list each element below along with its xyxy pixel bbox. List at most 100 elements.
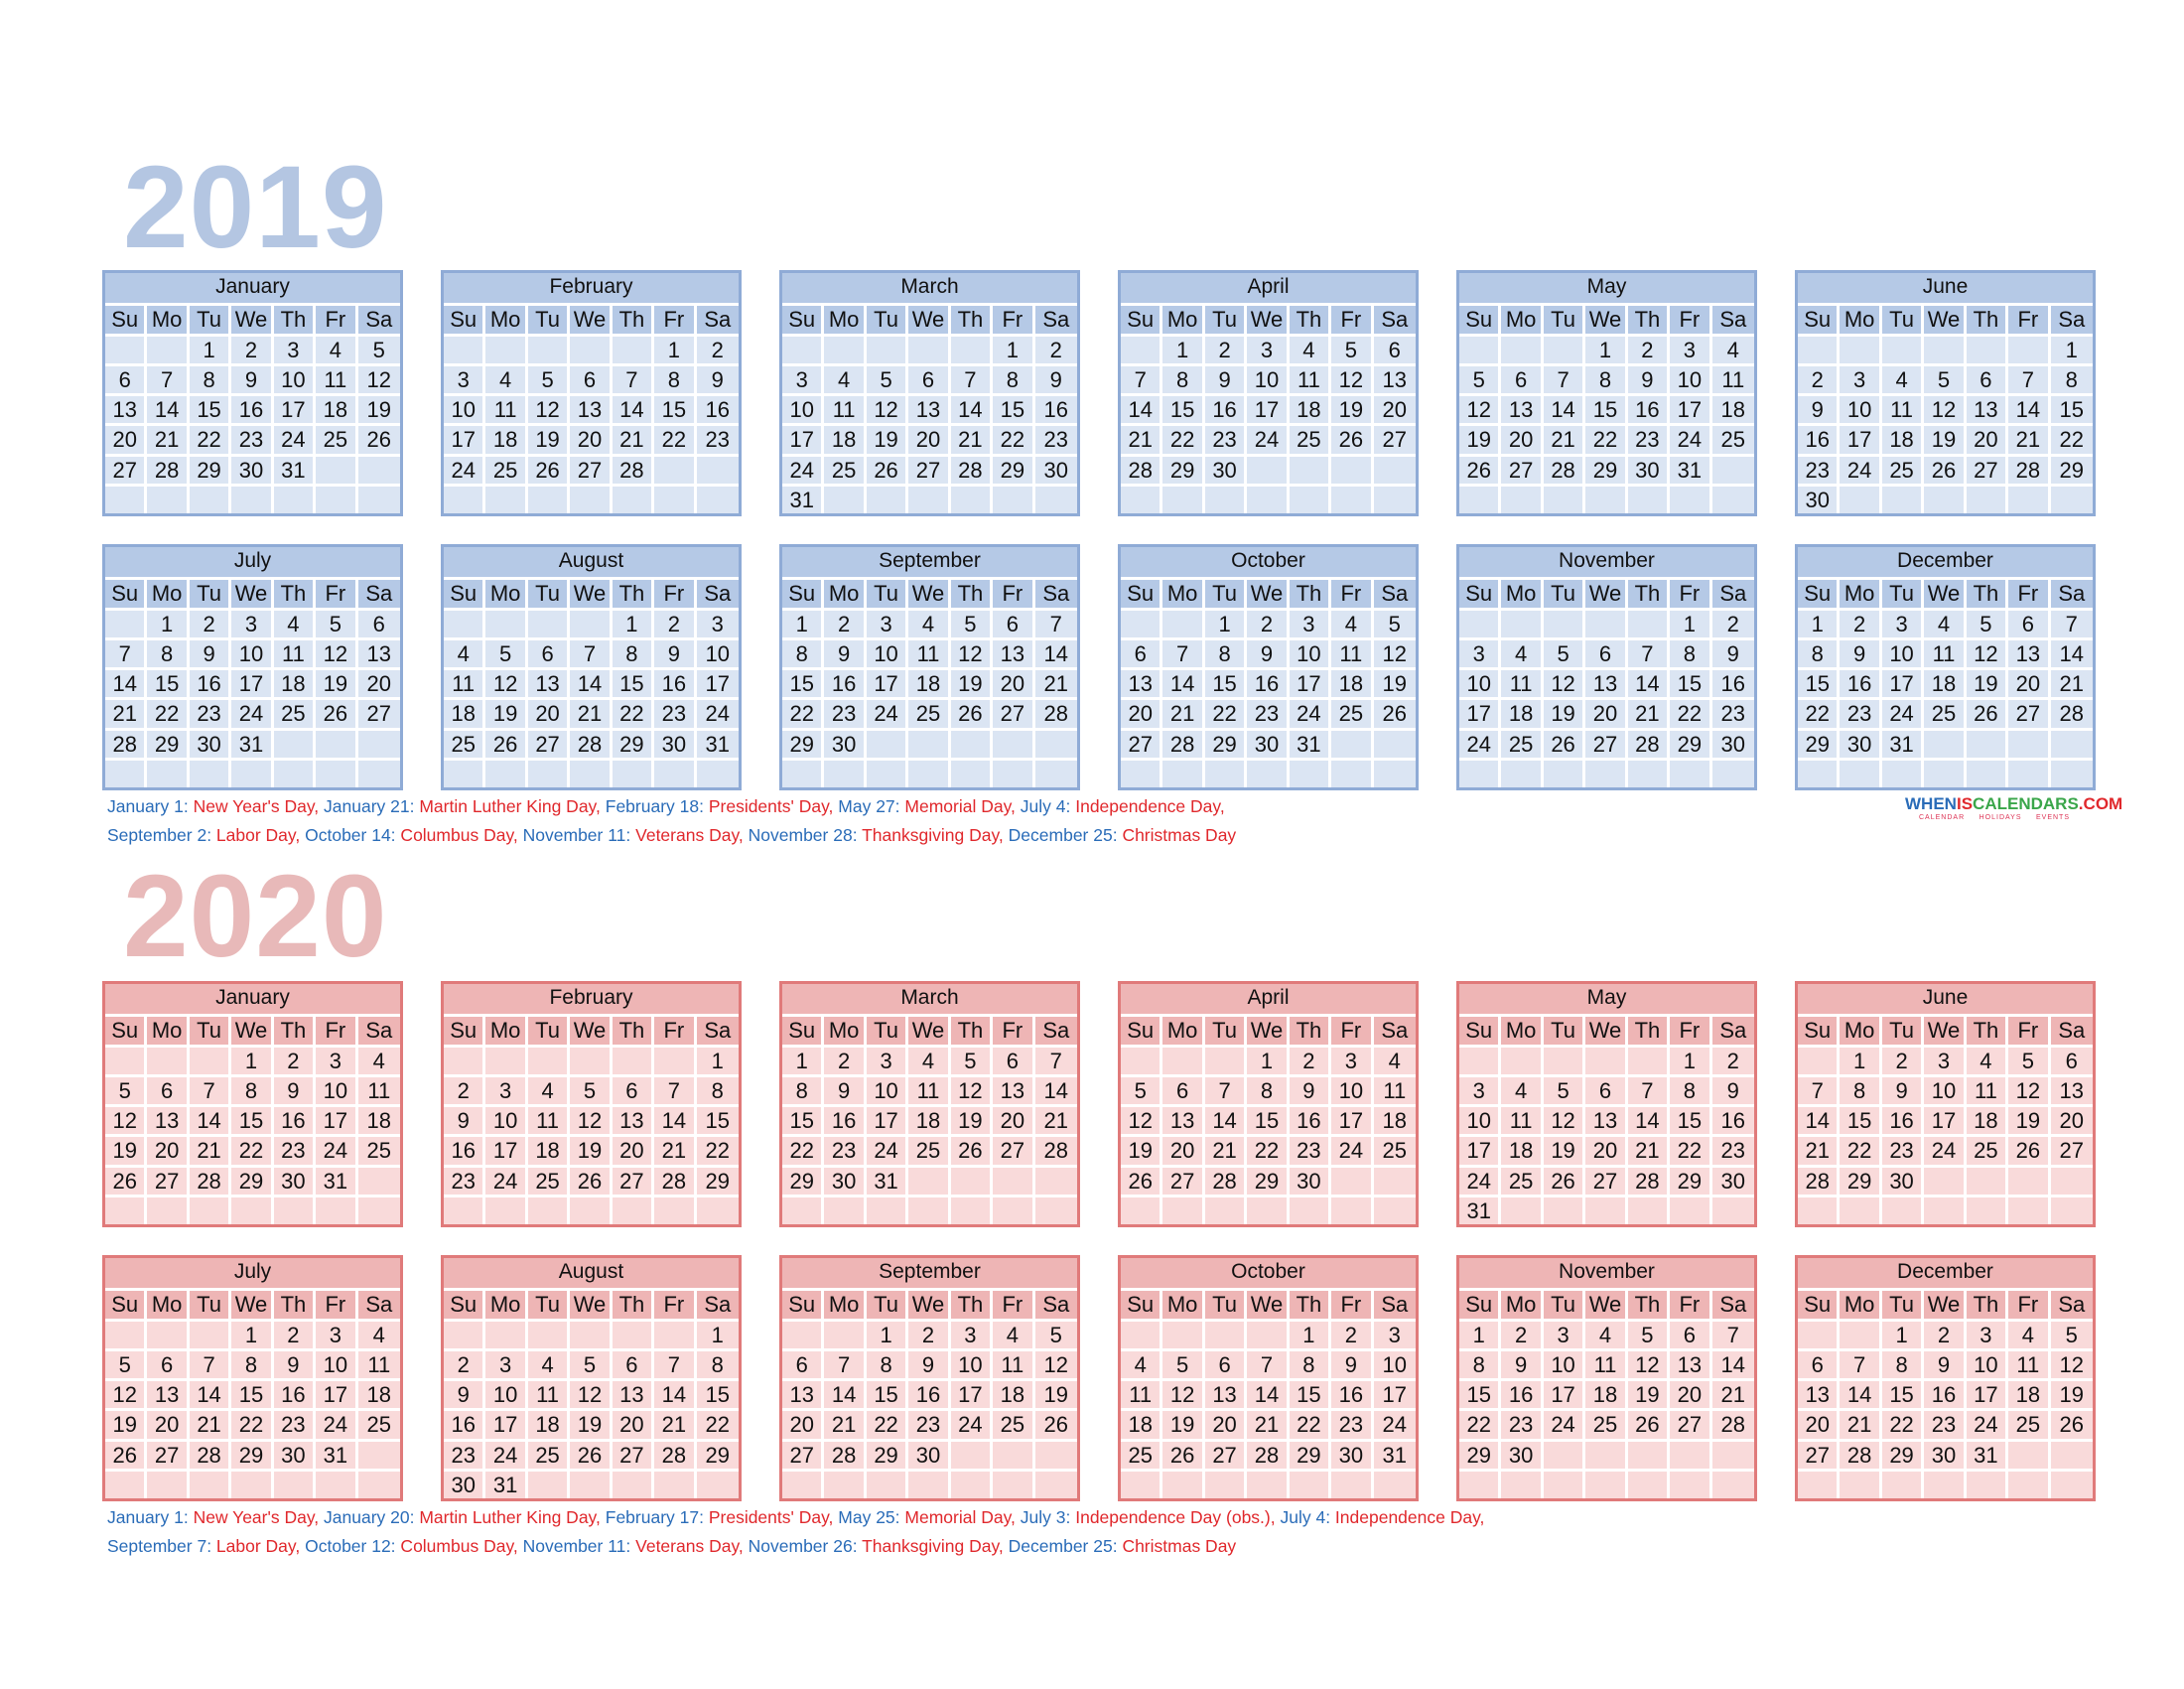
day-cell: 10 [782,393,825,424]
day-cell: 9 [1204,362,1248,393]
day-cell: 10 [273,362,317,393]
day-cell: 20 [1585,1134,1628,1165]
day-cell: 14 [1543,393,1586,424]
day-cell: 29 [1670,1164,1712,1195]
day-cell: 19 [1034,1378,1077,1408]
empty-day-cell [696,1194,739,1224]
logo-subtitle-word: EVENTS [2035,814,2070,821]
day-cell: 8 [1289,1347,1332,1378]
day-cell: 11 [527,1104,571,1135]
day-cell: 10 [950,1347,994,1378]
weekday-header: Su [1121,303,1163,334]
day-cell: 21 [1627,697,1671,728]
weekday-header: Tu [189,1288,232,1319]
empty-day-cell [444,483,486,513]
weekday-header: Fr [316,1288,358,1319]
empty-day-cell [908,727,951,758]
year-title-2019: 2019 [123,142,388,273]
empty-day-cell [1373,757,1416,787]
weekday-header: Su [1121,577,1163,608]
day-cell: 12 [570,1104,613,1135]
day-cell: 12 [1924,393,1967,424]
day-cell: 30 [1711,727,1754,758]
day-cell: 8 [1204,636,1248,667]
empty-day-cell [1966,727,2009,758]
weekday-header: Tu [866,1014,909,1045]
day-cell: 16 [273,1378,317,1409]
day-cell: 5 [2008,1044,2051,1074]
day-cell: 28 [189,1164,232,1195]
weekday-header: Sa [357,1014,400,1045]
month-october-2020: October Su Mo Tu We Th Fr Sa 1 2 3 4 5 6 7 8 9 10 11 12 13 14… [1118,1255,1419,1501]
day-cell: 11 [1711,362,1754,393]
day-cell: 4 [273,607,317,637]
day-cell: 25 [273,697,317,728]
day-cell: 31 [273,453,317,484]
day-cell: 20 [782,1408,825,1439]
empty-day-cell [866,727,909,758]
day-cell: 17 [231,667,274,698]
day-cell: 12 [1543,1104,1586,1135]
empty-day-cell [273,727,317,758]
empty-day-cell [1881,483,1925,513]
empty-day-cell [1924,1468,1967,1498]
day-cell: 4 [1289,333,1332,363]
day-cell: 25 [444,727,486,758]
day-cell: 2 [273,1044,317,1074]
empty-day-cell [1162,483,1205,513]
empty-day-cell [1627,757,1671,787]
day-cell: 29 [1204,727,1248,758]
weekday-header: Fr [1331,1014,1374,1045]
empty-day-cell [1289,453,1332,484]
day-cell: 26 [1162,1438,1205,1469]
day-cell: 9 [189,636,232,667]
day-cell: 30 [1289,1164,1332,1195]
day-cell: 9 [1711,1073,1754,1104]
day-cell: 11 [1331,636,1374,667]
day-cell: 8 [1881,1347,1925,1378]
day-cell: 28 [147,453,190,484]
empty-day-cell [908,1194,951,1224]
day-cell: 13 [1670,1347,1712,1378]
weekday-header: Tu [1204,1288,1248,1319]
empty-day-cell [570,483,613,513]
day-cell: 3 [273,333,317,363]
empty-day-cell [1670,483,1712,513]
empty-day-cell [1289,1194,1332,1224]
day-cell: 30 [1840,727,1882,758]
empty-day-cell [824,1468,867,1498]
day-cell: 5 [105,1073,148,1104]
empty-day-cell [1585,1438,1628,1469]
day-cell: 11 [273,636,317,667]
empty-day-cell [357,727,400,758]
day-cell: 17 [1924,1104,1967,1135]
empty-day-cell [612,1318,655,1348]
day-cell: 29 [782,1164,825,1195]
day-cell: 13 [782,1378,825,1409]
day-cell: 27 [147,1438,190,1469]
weekday-header: Mo [1162,1288,1205,1319]
weekday-header: Su [1798,303,1841,334]
day-cell: 8 [1670,636,1712,667]
day-cell: 22 [1670,1134,1712,1165]
empty-day-cell [1162,1468,1205,1498]
empty-day-cell [1543,483,1586,513]
day-cell: 3 [1459,636,1502,667]
day-cell: 28 [2050,697,2093,727]
day-cell: 16 [824,667,867,698]
day-cell: 28 [1162,727,1205,758]
day-cell: 27 [1501,453,1544,484]
month-name: February [444,273,739,304]
day-cell: 3 [1670,333,1712,363]
day-cell: 30 [824,727,867,758]
empty-day-cell [2050,1468,2093,1498]
day-cell: 13 [1798,1378,1841,1409]
weekday-header: Sa [2050,577,2093,608]
empty-day-cell [316,1468,358,1498]
empty-day-cell [105,1468,148,1498]
day-cell: 9 [1289,1073,1332,1104]
day-cell: 21 [1627,1134,1671,1165]
day-cell: 25 [316,423,358,454]
day-cell: 15 [147,667,190,698]
day-cell: 14 [105,667,148,698]
